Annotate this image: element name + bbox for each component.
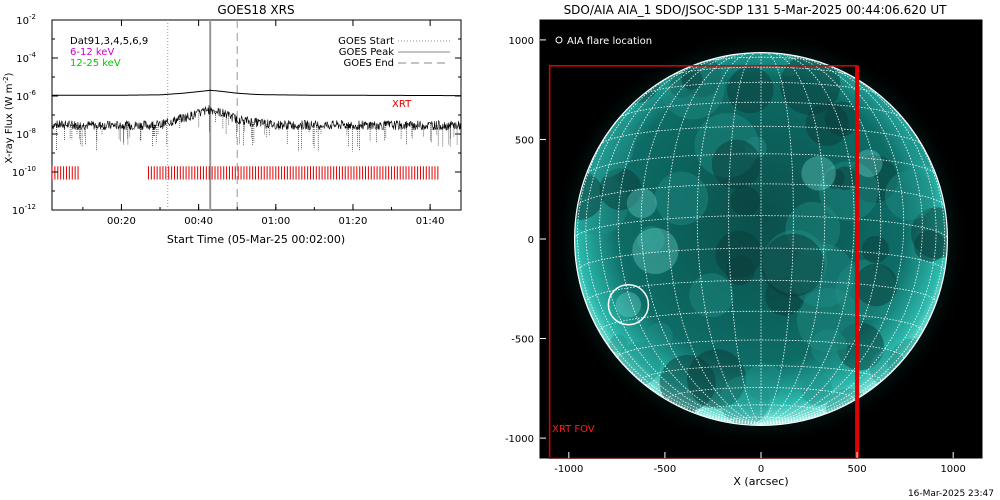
longitude-line xyxy=(696,52,762,425)
aia-x-tick-label: 0 xyxy=(758,464,764,475)
latitude-line xyxy=(701,56,821,63)
longitude-line xyxy=(585,63,762,425)
longitude-line xyxy=(576,92,762,425)
lightcurve-y-tick-label: 10-6 xyxy=(16,89,36,103)
series-short-dropouts xyxy=(56,109,458,152)
sun-texture-blob xyxy=(780,54,841,115)
active-region xyxy=(615,292,642,318)
sun-texture-blob xyxy=(730,186,761,216)
longitude-line xyxy=(760,52,855,425)
legend-instrument: Dat91,3,4,5,6,9 xyxy=(70,36,148,47)
xrt-fov-label: XRT FOV xyxy=(552,424,595,435)
latitude-line xyxy=(670,66,852,77)
active-region xyxy=(632,227,679,275)
aia-y-tick-label: -1000 xyxy=(505,434,534,445)
sun-texture-blob xyxy=(910,207,948,259)
sun-texture-blob xyxy=(836,322,884,371)
lightcurve-xlabel: Start Time (05-Mar-25 00:02:00) xyxy=(167,233,345,246)
sun-texture-blob xyxy=(824,168,845,189)
limb-circle xyxy=(573,51,949,427)
lightcurve-y-tick-label: 10-10 xyxy=(12,165,36,179)
aia-x-tick-label: 500 xyxy=(848,464,867,475)
sun-texture-blob xyxy=(711,139,762,189)
xrt-coverage xyxy=(52,166,439,180)
legend-goes-start: GOES Start xyxy=(338,36,394,47)
sun-texture-blob xyxy=(599,168,642,211)
sun-texture-blob xyxy=(761,233,825,297)
sun-texture-blob xyxy=(646,322,673,349)
footer-timestamp: 16-Mar-2025 23:47 xyxy=(908,489,994,499)
sun-texture-blob xyxy=(715,230,763,278)
sun-texture-blob xyxy=(686,349,747,409)
legend-6-12kev: 6-12 keV xyxy=(70,47,114,58)
lightcurve-title: GOES18 XRS xyxy=(217,3,294,17)
sun-texture-blob xyxy=(796,288,862,353)
longitude-line xyxy=(640,54,762,425)
longitude-line xyxy=(728,52,762,425)
sun-texture-blob xyxy=(884,170,935,221)
lightcurve-legend-right: GOES Start GOES Peak GOES End xyxy=(338,36,450,69)
lightcurve-y-tick-label: 10-8 xyxy=(16,127,36,141)
aia-x-tick-label: 1000 xyxy=(940,464,965,475)
xrt-label: XRT xyxy=(392,99,412,110)
longitude-line xyxy=(760,92,946,425)
sun-texture-blob xyxy=(805,102,849,146)
lightcurve-x-tick-label: 01:00 xyxy=(261,216,290,227)
lightcurve-x-tick-label: 01:20 xyxy=(339,216,368,227)
aia-y-tick-label: 1000 xyxy=(509,36,534,47)
legend-12-25kev: 12-25 keV xyxy=(70,58,121,69)
sun-texture-blob xyxy=(689,273,734,318)
lightcurve-panel: GOES18 XRS 10-12 10-10 10-8 10-6 10-4 10-2 00:… xyxy=(2,3,462,246)
lightcurve-y-tick-label: 10-2 xyxy=(16,13,36,27)
flare-legend-icon xyxy=(555,36,563,44)
aia-x-tick-label: -1000 xyxy=(554,464,583,475)
aia-legend-label: AIA flare location xyxy=(567,36,652,47)
lightcurve-y-tick-label: 10-12 xyxy=(12,203,36,217)
lightcurve-x-tick-label: 00:40 xyxy=(184,216,213,227)
aia-x-tick-label: -500 xyxy=(654,464,677,475)
aia-y-tick-label: 0 xyxy=(528,235,534,246)
aia-panel: SDO/AIA AIA_1 SDO/JSOC-SDP 131 5-Mar-202… xyxy=(505,3,983,488)
longitude-line xyxy=(667,52,762,425)
sun-texture-blob xyxy=(854,263,898,307)
aia-y-tick-label: 500 xyxy=(515,135,534,146)
sun-texture-blob xyxy=(849,154,898,204)
longitude-line xyxy=(760,52,826,425)
longitude-line xyxy=(760,52,794,425)
aia-title: SDO/AIA AIA_1 SDO/JSOC-SDP 131 5-Mar-202… xyxy=(564,3,948,17)
series-long-line xyxy=(52,89,461,97)
sun-texture-blob xyxy=(861,235,889,264)
heliographic-grid xyxy=(574,52,948,425)
active-region xyxy=(801,156,836,191)
latitude-line xyxy=(617,339,905,358)
sun-texture-blob xyxy=(810,329,848,366)
aia-y-tick-label: -500 xyxy=(511,335,534,346)
flare-location-circle xyxy=(607,283,650,326)
longitude-line xyxy=(760,54,882,425)
longitude-line xyxy=(760,63,937,425)
legend-goes-peak: GOES Peak xyxy=(339,47,394,58)
sun-texture-blob xyxy=(727,66,774,114)
aia-xlabel: X (arcsec) xyxy=(733,475,788,488)
sun-texture-blob xyxy=(637,225,665,254)
sun-texture-blob xyxy=(609,334,628,353)
lightcurve-x-tick-label: 00:20 xyxy=(107,216,136,227)
series-short-line xyxy=(52,105,461,131)
legend-goes-end: GOES End xyxy=(344,58,394,69)
lightcurve-x-tick-label: 01:40 xyxy=(416,216,445,227)
sun-texture-blob xyxy=(745,363,783,401)
active-region xyxy=(854,149,883,178)
lightcurve-ylabel: X-ray Flux (W m-2) xyxy=(2,72,15,163)
latitude-line xyxy=(619,101,903,118)
lightcurve-y-tick-label: 10-4 xyxy=(16,51,36,65)
aia-legend: AIA flare location xyxy=(555,36,652,47)
lightcurve-legend-left: Dat91,3,4,5,6,9 6-12 keV 12-25 keV xyxy=(70,36,148,69)
